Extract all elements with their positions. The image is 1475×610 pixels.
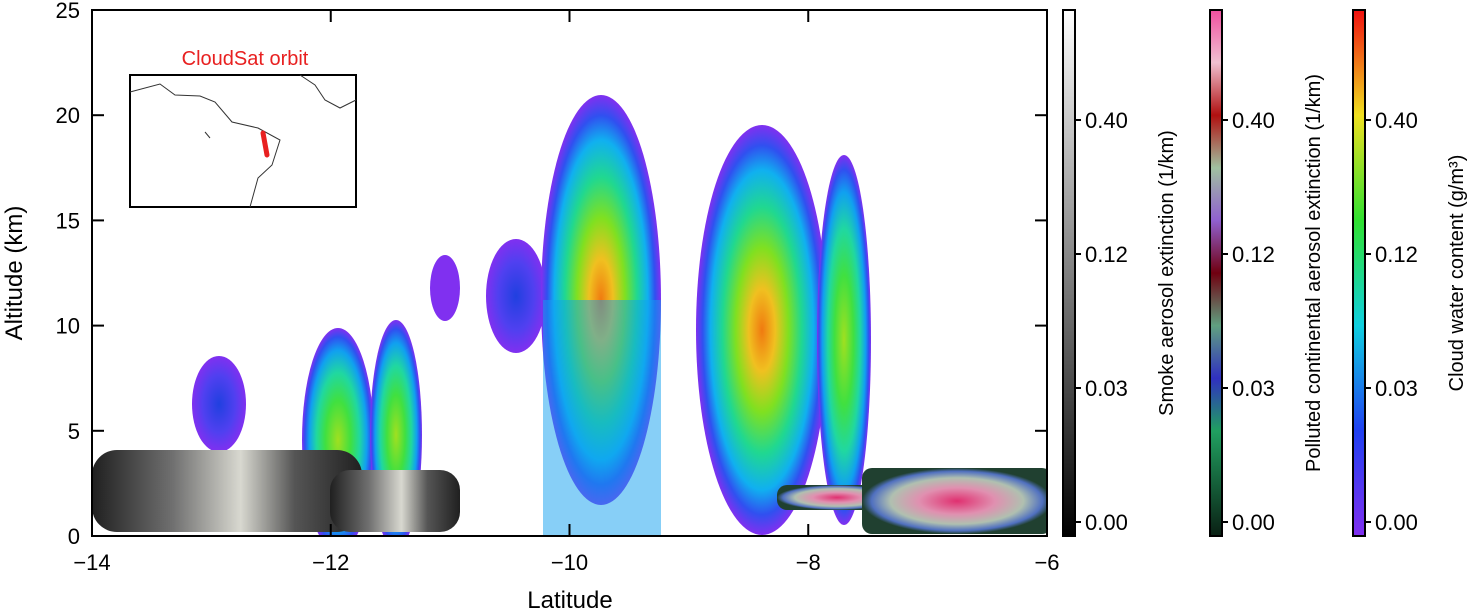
cloud [486, 239, 546, 353]
cloud [430, 255, 460, 321]
smoke [92, 450, 362, 532]
colorbar-tick-label: 0.03 [1085, 376, 1128, 401]
colorbar [1352, 9, 1366, 537]
y-tick-label: 10 [56, 314, 80, 339]
colorbar-label: Smoke aerosol extinction (1/km) [1156, 130, 1178, 416]
colorbar-tick-label: 0.40 [1375, 108, 1418, 133]
colorbar-tick-label: 0.40 [1085, 108, 1128, 133]
x-tick-label: −6 [1034, 550, 1059, 575]
colorbar-label: Cloud water content (g/m³) [1446, 155, 1468, 392]
colorbar [1209, 9, 1223, 537]
x-tick-label: −8 [796, 550, 821, 575]
x-tick-label: −10 [551, 550, 588, 575]
colorbar-tick-label: 0.00 [1375, 510, 1418, 535]
aerosol [862, 468, 1047, 534]
cloud [543, 300, 661, 536]
inset-label: CloudSat orbit [182, 48, 309, 70]
y-tick-label: 15 [56, 208, 80, 233]
colorbar-tick-label: 0.03 [1375, 376, 1418, 401]
colorbar-tick-label: 0.12 [1375, 242, 1418, 267]
x-axis-label: Latitude [527, 587, 612, 610]
field [92, 95, 1047, 536]
y-tick-label: 5 [68, 419, 80, 444]
y-tick-label: 25 [56, 0, 80, 23]
coastline [129, 74, 357, 208]
colorbar-tick-label: 0.40 [1232, 108, 1275, 133]
x-tick-label: −12 [312, 550, 349, 575]
y-axis-label: Altitude (km) [1, 206, 28, 341]
cloud [817, 155, 871, 525]
colorbar-tick-label: 0.00 [1232, 510, 1275, 535]
colorbar [1062, 9, 1076, 537]
colorbar-tick-label: 0.00 [1085, 510, 1128, 535]
orbit [260, 130, 270, 158]
cloud [696, 125, 828, 535]
inset-frame [129, 74, 357, 208]
cloud [192, 356, 246, 452]
colorbar-tick-label: 0.12 [1232, 242, 1275, 267]
colorbar-tick-label: 0.12 [1085, 242, 1128, 267]
colorbar-tick-label: 0.03 [1232, 376, 1275, 401]
y-tick-label: 20 [56, 103, 80, 128]
y-tick-label: 0 [68, 524, 80, 549]
x-tick-label: −14 [73, 550, 110, 575]
smoke [330, 470, 460, 532]
colorbar-label: Polluted continental aerosol extinction … [1303, 74, 1325, 472]
inset: CloudSat orbit [129, 48, 357, 208]
